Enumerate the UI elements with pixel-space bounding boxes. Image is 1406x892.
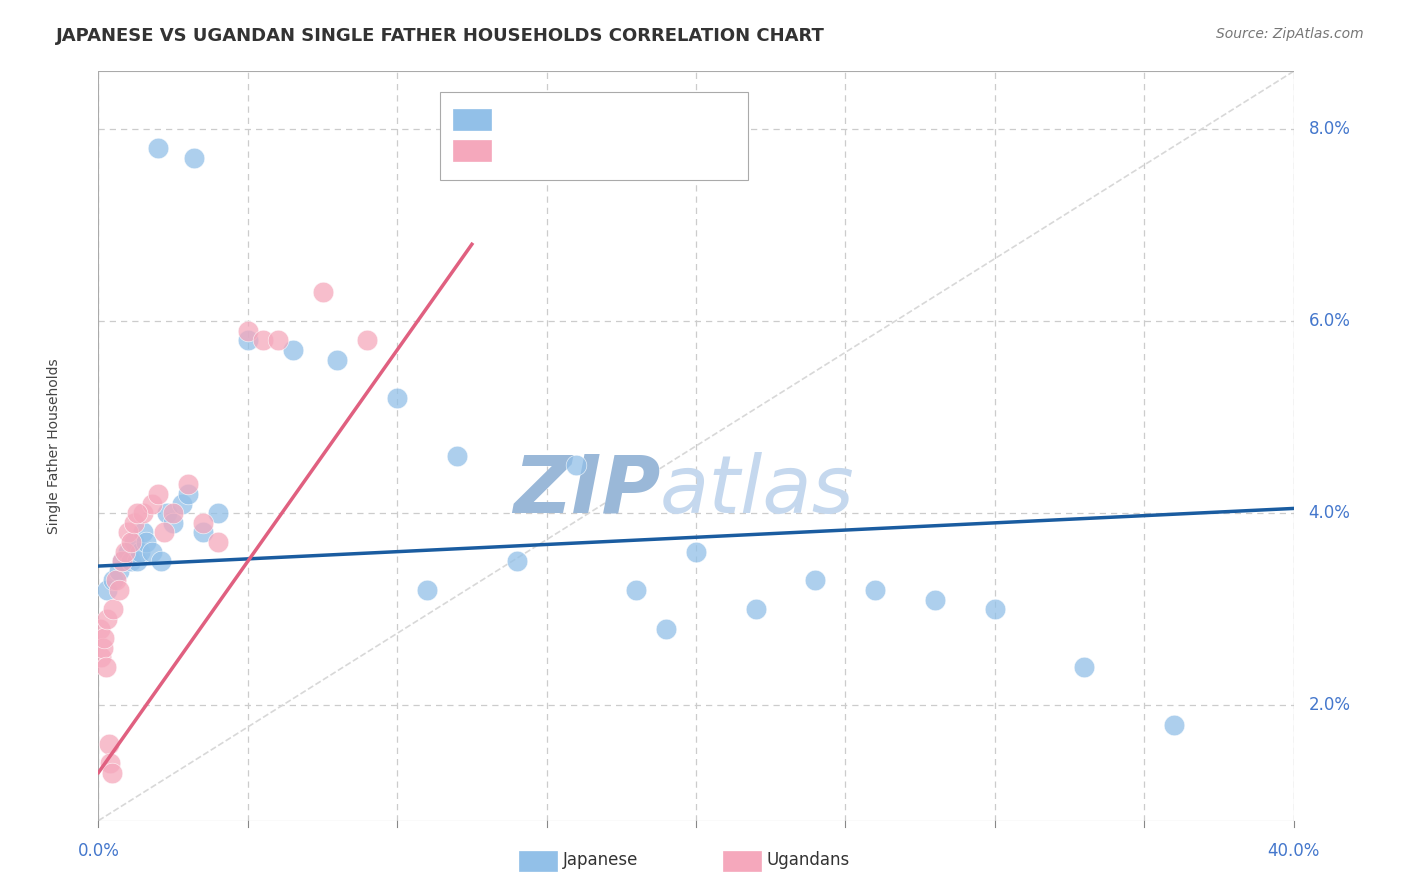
Point xyxy=(93,631,115,645)
Point xyxy=(129,544,152,558)
Point xyxy=(94,660,117,674)
Text: Single Father Households: Single Father Households xyxy=(46,359,60,533)
Point xyxy=(177,487,200,501)
Point xyxy=(281,343,304,357)
Point xyxy=(117,544,139,558)
Point xyxy=(745,602,768,616)
Point xyxy=(183,151,205,165)
Text: 8.0%: 8.0% xyxy=(1309,120,1350,138)
Text: 0.0%: 0.0% xyxy=(77,842,120,860)
Point xyxy=(111,554,134,568)
Point xyxy=(132,525,155,540)
Point xyxy=(356,334,378,348)
Point xyxy=(96,583,118,598)
Point xyxy=(191,516,214,530)
Point xyxy=(156,506,179,520)
Point xyxy=(148,487,170,501)
Point xyxy=(252,334,274,348)
Point xyxy=(177,477,200,491)
Point xyxy=(162,516,184,530)
Point xyxy=(655,622,678,636)
Text: atlas: atlas xyxy=(661,452,855,530)
Point xyxy=(506,554,529,568)
Point xyxy=(148,141,170,155)
Point xyxy=(132,506,155,520)
Point xyxy=(98,756,122,770)
Text: Japanese: Japanese xyxy=(562,851,638,869)
Point xyxy=(191,525,214,540)
Point xyxy=(90,650,112,665)
Point xyxy=(685,544,707,558)
Point xyxy=(267,334,290,348)
Point xyxy=(416,583,439,598)
Point xyxy=(565,458,588,473)
Point xyxy=(236,324,259,338)
Point xyxy=(111,554,134,568)
Point xyxy=(108,564,131,578)
Point xyxy=(124,516,146,530)
Text: JAPANESE VS UGANDAN SINGLE FATHER HOUSEHOLDS CORRELATION CHART: JAPANESE VS UGANDAN SINGLE FATHER HOUSEH… xyxy=(56,27,825,45)
Point xyxy=(1163,717,1185,731)
Point xyxy=(984,602,1007,616)
Point xyxy=(120,554,142,568)
Point xyxy=(114,544,136,558)
Point xyxy=(446,449,468,463)
Point xyxy=(924,592,946,607)
Text: 40.0%: 40.0% xyxy=(1267,842,1320,860)
Point xyxy=(865,583,887,598)
Point xyxy=(153,525,176,540)
Point xyxy=(96,612,118,626)
Point xyxy=(108,583,131,598)
Point xyxy=(103,602,125,616)
Point xyxy=(385,391,409,405)
Point xyxy=(101,765,124,780)
Point xyxy=(162,506,184,520)
Point xyxy=(120,535,142,549)
Point xyxy=(127,554,149,568)
Point xyxy=(326,352,349,367)
Point xyxy=(1073,660,1095,674)
Point xyxy=(127,506,149,520)
Point xyxy=(124,535,146,549)
Point xyxy=(91,640,114,655)
Point xyxy=(141,497,163,511)
Point xyxy=(103,574,125,588)
Point xyxy=(626,583,648,598)
Point xyxy=(207,506,229,520)
Text: R =  0.060   N = 39: R = 0.060 N = 39 xyxy=(496,112,645,126)
Text: Source: ZipAtlas.com: Source: ZipAtlas.com xyxy=(1216,27,1364,41)
Text: 6.0%: 6.0% xyxy=(1309,312,1350,330)
Point xyxy=(135,535,157,549)
Text: 2.0%: 2.0% xyxy=(1309,697,1350,714)
Point xyxy=(141,544,163,558)
Point xyxy=(105,574,128,588)
Point xyxy=(97,737,120,751)
Point xyxy=(89,622,111,636)
Text: R =  0.501   N = 31: R = 0.501 N = 31 xyxy=(496,143,645,157)
Point xyxy=(804,574,827,588)
Point xyxy=(172,497,194,511)
Text: Ugandans: Ugandans xyxy=(766,851,849,869)
Point xyxy=(117,525,139,540)
Text: ZIP: ZIP xyxy=(513,452,661,530)
Point xyxy=(311,285,333,300)
Text: 4.0%: 4.0% xyxy=(1309,504,1350,522)
Point xyxy=(207,535,229,549)
Point xyxy=(236,334,259,348)
Point xyxy=(150,554,173,568)
